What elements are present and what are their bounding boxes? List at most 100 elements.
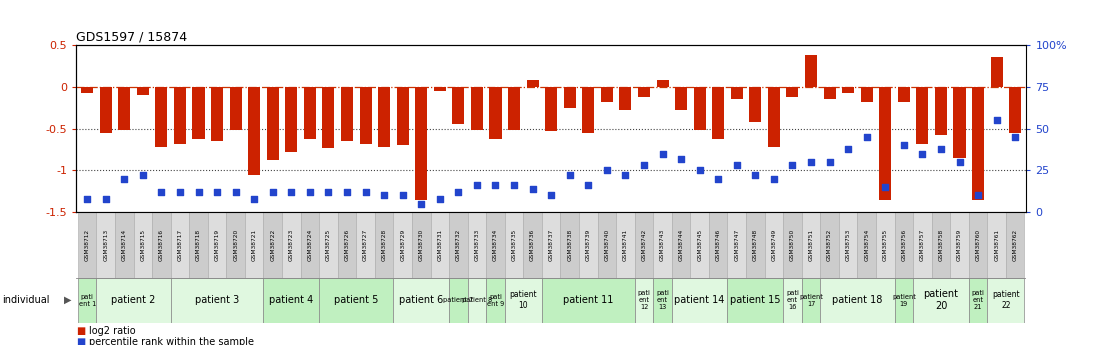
Bar (784, 212, 802, 278)
Point (320, 189, 338, 195)
Text: GSM38759: GSM38759 (957, 229, 961, 261)
Text: patient 15: patient 15 (730, 295, 780, 305)
Point (579, 183, 597, 188)
Bar (821, 212, 838, 278)
Bar (693, 87, 705, 130)
Text: GSM38728: GSM38728 (381, 229, 387, 261)
Point (654, 151, 672, 156)
Bar (341, 87, 353, 141)
Text: GSM38723: GSM38723 (288, 229, 294, 261)
Text: GDS1597 / 15874: GDS1597 / 15874 (76, 31, 187, 44)
Point (505, 183, 523, 188)
Bar (784, 278, 802, 323)
Bar (490, 87, 502, 139)
Text: GSM38762: GSM38762 (1013, 229, 1017, 261)
Bar (449, 278, 467, 323)
Bar (861, 87, 873, 102)
Bar (1010, 87, 1021, 133)
Text: pati
ent 9: pati ent 9 (486, 294, 504, 307)
Bar (211, 87, 224, 141)
Point (78, 196, 96, 201)
Bar (656, 80, 669, 87)
Bar (653, 278, 672, 323)
Bar (133, 212, 152, 278)
Text: patient 5: patient 5 (334, 295, 379, 305)
Text: patient 2: patient 2 (112, 295, 155, 305)
Bar (987, 278, 1024, 323)
Point (950, 159, 968, 165)
Bar (174, 87, 186, 144)
Text: patient
17: patient 17 (799, 294, 823, 307)
Text: GSM38736: GSM38736 (530, 229, 536, 261)
Point (858, 134, 875, 140)
Point (245, 196, 263, 201)
Bar (338, 212, 357, 278)
Text: pati
ent
21: pati ent 21 (972, 290, 985, 310)
Text: patient
20: patient 20 (923, 289, 958, 311)
Bar (523, 212, 542, 278)
Text: GSM38745: GSM38745 (698, 229, 702, 261)
Bar (969, 212, 987, 278)
Bar (712, 87, 724, 139)
Bar (560, 212, 579, 278)
Bar (879, 87, 891, 200)
Text: percentile rank within the sample: percentile rank within the sample (89, 337, 255, 345)
Text: patient 8: patient 8 (462, 297, 492, 303)
Text: pati
ent
13: pati ent 13 (656, 290, 669, 310)
Point (747, 172, 765, 178)
Bar (82, 87, 93, 93)
Bar (508, 87, 520, 130)
Bar (467, 212, 486, 278)
Bar (972, 87, 984, 200)
Text: GSM38727: GSM38727 (363, 229, 368, 261)
Text: patient 4: patient 4 (269, 295, 313, 305)
Bar (248, 87, 260, 175)
Point (283, 189, 301, 195)
Point (765, 176, 783, 181)
Text: GSM38731: GSM38731 (437, 229, 443, 261)
Text: GSM38741: GSM38741 (623, 229, 628, 261)
Point (449, 189, 467, 195)
Bar (619, 87, 632, 110)
Text: GSM38752: GSM38752 (827, 229, 832, 261)
Text: patient
22: patient 22 (992, 290, 1020, 310)
Text: GSM38712: GSM38712 (85, 229, 89, 261)
Bar (119, 87, 131, 130)
Point (468, 183, 486, 188)
Point (542, 193, 560, 198)
Bar (171, 212, 189, 278)
Text: patient 6: patient 6 (399, 295, 444, 305)
Bar (635, 212, 653, 278)
Text: patient
19: patient 19 (892, 294, 916, 307)
Text: GSM38746: GSM38746 (716, 229, 721, 261)
Text: ■: ■ (76, 326, 85, 335)
Bar (842, 87, 854, 93)
Text: GSM38730: GSM38730 (419, 229, 424, 261)
Text: GSM38718: GSM38718 (196, 229, 201, 261)
Bar (285, 87, 297, 152)
Bar (155, 87, 168, 147)
Point (115, 176, 133, 181)
Bar (319, 278, 394, 323)
Bar (931, 212, 950, 278)
Text: ■: ■ (76, 337, 85, 345)
Point (208, 189, 226, 195)
Bar (635, 278, 653, 323)
Point (1006, 134, 1024, 140)
Point (264, 189, 282, 195)
Text: GSM38742: GSM38742 (642, 229, 646, 261)
Bar (415, 87, 427, 200)
Text: GSM38739: GSM38739 (586, 229, 590, 261)
Point (894, 142, 912, 148)
Bar (894, 278, 913, 323)
Text: log2 ratio: log2 ratio (89, 326, 136, 335)
Bar (208, 212, 226, 278)
Text: individual: individual (2, 295, 49, 305)
Text: GSM38717: GSM38717 (178, 229, 182, 261)
Bar (245, 212, 264, 278)
Point (486, 183, 504, 188)
Bar (838, 212, 858, 278)
Bar (226, 212, 245, 278)
Point (598, 168, 616, 173)
Bar (954, 87, 966, 158)
